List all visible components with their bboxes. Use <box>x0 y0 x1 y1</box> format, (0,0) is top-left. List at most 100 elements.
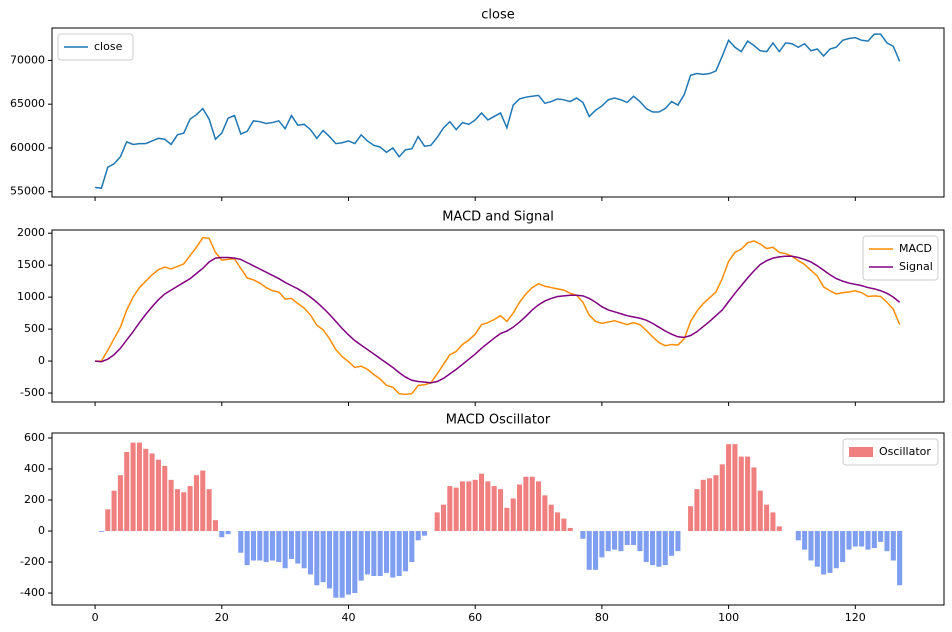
bar <box>504 507 510 532</box>
bar <box>238 531 244 553</box>
bar <box>827 531 833 573</box>
legend-box <box>57 33 134 61</box>
bar <box>219 531 225 538</box>
bar <box>643 531 649 563</box>
bar <box>726 444 732 532</box>
series-line <box>95 236 901 396</box>
bar <box>586 531 592 570</box>
bar <box>567 527 573 532</box>
bar <box>884 531 890 552</box>
y-tick-label: 600 <box>24 431 45 444</box>
y-tick-label: -200 <box>20 555 45 568</box>
legend: Oscillator <box>842 438 939 466</box>
bar <box>719 464 725 532</box>
bar <box>282 531 288 569</box>
legend-box <box>842 438 939 466</box>
x-tick-label: 0 <box>92 611 99 624</box>
bar <box>402 531 409 572</box>
x-tick-label: 40 <box>341 611 355 624</box>
bar <box>459 481 466 532</box>
bar <box>840 531 846 563</box>
x-tick-label: 100 <box>718 611 739 624</box>
y-tick-label: 1500 <box>17 258 45 271</box>
bar <box>105 509 111 532</box>
y-tick-label: -400 <box>20 586 45 599</box>
subplot-title: MACD and Signal <box>442 210 554 225</box>
bar <box>206 489 212 532</box>
bar <box>637 531 643 552</box>
bar <box>130 442 136 532</box>
bar <box>339 531 345 598</box>
bar <box>421 531 428 536</box>
bar <box>555 512 561 532</box>
legend-label: Oscillator <box>879 445 931 458</box>
subplot: close 55000 60000 65000 70000 close <box>10 8 945 201</box>
y-tick-label: 0 <box>38 524 45 537</box>
bar <box>770 512 776 532</box>
bar <box>890 531 896 561</box>
x-tick-label: 80 <box>595 611 609 624</box>
bar <box>688 506 694 532</box>
legend-label: Signal <box>899 260 933 273</box>
bar <box>390 531 396 578</box>
bar <box>751 467 757 532</box>
bar <box>358 531 364 581</box>
bar <box>276 531 282 563</box>
subplot-title: close <box>481 8 514 23</box>
bar <box>187 486 193 532</box>
series-line <box>94 33 901 190</box>
bar <box>181 492 187 532</box>
axes-frame <box>51 432 945 606</box>
bar <box>472 479 478 532</box>
bar <box>174 489 180 532</box>
bar <box>326 531 333 589</box>
bar <box>859 531 865 547</box>
bar <box>694 489 700 532</box>
bar <box>548 504 554 532</box>
bar <box>738 456 744 532</box>
bar <box>650 531 656 566</box>
bar <box>821 531 827 575</box>
bar <box>124 451 130 532</box>
legend-box <box>862 235 939 281</box>
bar <box>301 531 307 569</box>
bar <box>263 531 269 563</box>
axes-frame <box>51 229 945 403</box>
bar <box>111 490 117 532</box>
bar <box>257 531 263 561</box>
bar <box>536 481 542 532</box>
y-tick-label: 200 <box>24 493 45 506</box>
bar <box>878 531 884 542</box>
bar <box>732 444 738 532</box>
bar <box>415 531 421 541</box>
bar <box>631 531 637 545</box>
bar <box>612 531 618 550</box>
bar <box>542 495 548 532</box>
bar <box>776 526 782 532</box>
y-tick-label: 1000 <box>17 290 45 303</box>
bar <box>168 479 174 532</box>
axes-frame <box>51 27 945 198</box>
bar <box>409 531 415 563</box>
bar <box>846 531 852 550</box>
bar <box>656 531 662 567</box>
legend: close <box>57 33 134 61</box>
bar <box>700 479 706 532</box>
bar <box>498 489 504 532</box>
x-tick-label: 20 <box>215 611 229 624</box>
subplot: MACD Oscillator -400 -200 0 200 400 600 0 20 40 60… <box>20 413 945 624</box>
bar <box>396 531 402 576</box>
subplot: MACD and Signal -500 0 500 1000 1500 2000 MACD S… <box>17 210 945 406</box>
bar <box>713 475 719 532</box>
bar <box>307 531 314 575</box>
bar <box>434 512 440 532</box>
bar <box>833 531 839 569</box>
bar <box>510 498 516 532</box>
bar <box>143 448 149 532</box>
y-tick-label: 55000 <box>10 185 45 198</box>
y-tick-label: 70000 <box>10 53 45 66</box>
legend-swatch <box>849 447 873 457</box>
bar <box>745 456 751 532</box>
bar <box>669 531 675 556</box>
